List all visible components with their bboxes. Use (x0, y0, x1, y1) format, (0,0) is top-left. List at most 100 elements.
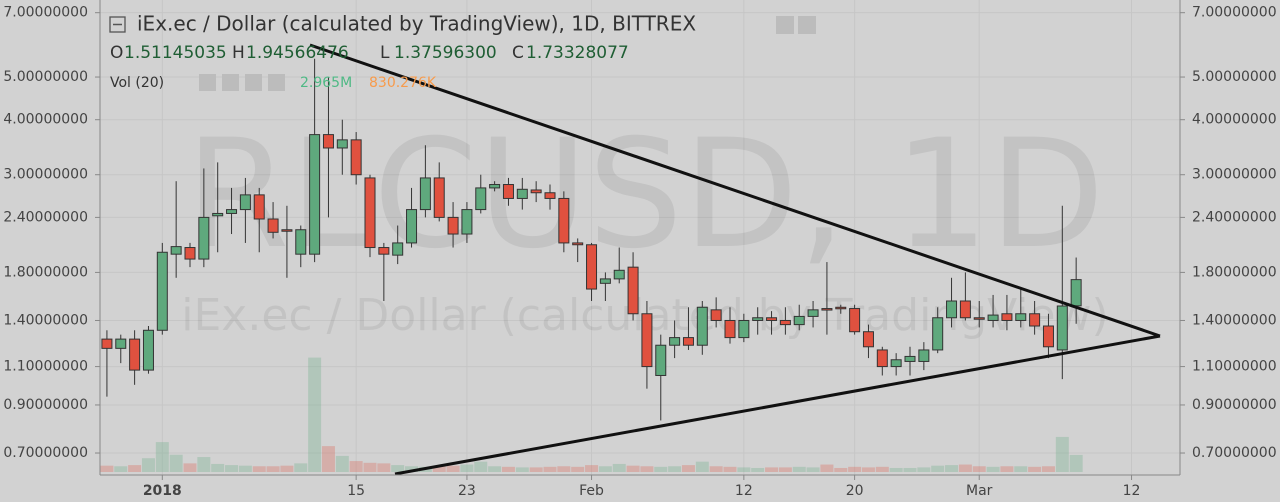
candle-body (212, 212, 224, 217)
candle-body (862, 331, 874, 348)
candle-body (918, 349, 930, 362)
ohlc-value: 1.51145035 (124, 43, 227, 63)
volume-bar (848, 466, 862, 472)
volume-bar (211, 463, 225, 472)
candle-body (1042, 325, 1054, 348)
y2-tick-label: 1.40000000 (1192, 312, 1277, 328)
collapse-icon[interactable] (109, 16, 126, 33)
volume-bar (861, 467, 875, 472)
ohlc-key: L (380, 43, 390, 63)
volume-bar (640, 466, 654, 472)
volume-bar (308, 357, 322, 472)
volume-bar (598, 466, 612, 472)
x-tick-label: Mar (966, 483, 993, 499)
candle-body (170, 246, 182, 255)
y2-tick-label: 4.00000000 (1192, 112, 1277, 128)
volume-bar (155, 442, 169, 472)
ohlc-key: O (110, 43, 123, 63)
volume-bar (1041, 466, 1055, 472)
candle-body (184, 247, 196, 260)
visibility-icon[interactable] (776, 16, 794, 34)
candle-body (198, 216, 210, 260)
candle-body (946, 300, 958, 319)
volume-bar (128, 465, 142, 472)
candle-body (682, 337, 694, 346)
volume-bar (488, 466, 502, 472)
y-tick-label: 1.80000000 (3, 264, 88, 280)
candle-body (876, 349, 888, 368)
candle-body (309, 134, 321, 255)
volume-bar (225, 465, 239, 472)
candle-body (724, 319, 736, 339)
x-tick-label: 12 (735, 483, 753, 499)
ohlc-value: 1.73328077 (526, 43, 629, 63)
candle-body (489, 184, 501, 189)
volume-bar (945, 465, 959, 472)
candle-body (392, 242, 404, 256)
x-tick-label: 12 (1123, 483, 1141, 499)
volume-title: Vol (20) (110, 75, 164, 91)
candle-body (461, 209, 473, 235)
volume-legend: Vol (20) 2.965M 830.276K (110, 74, 437, 91)
volume-layer (100, 357, 1083, 472)
trendlines (309, 43, 1161, 475)
candle-body (779, 319, 791, 326)
y-tick-label: 2.40000000 (3, 209, 88, 225)
volume-bar (972, 466, 986, 472)
volume-average: 830.276K (369, 75, 437, 91)
x-tick-label: 15 (347, 483, 365, 499)
candle-body (738, 319, 750, 339)
watermark: RLCUSD, 1D (185, 108, 1104, 282)
volume-bar (266, 466, 280, 472)
volume-bar (405, 466, 419, 472)
volume-bar (571, 466, 585, 472)
volume-bar (100, 465, 114, 472)
candle-body (253, 194, 265, 220)
y-tick-label: 1.10000000 (3, 359, 88, 375)
candle-body (226, 209, 238, 214)
candle-body (821, 308, 833, 311)
candle-body (516, 188, 528, 199)
candle-body (419, 177, 431, 211)
volume-bar (820, 464, 834, 472)
settings-icon[interactable] (222, 74, 239, 91)
add-icon[interactable] (245, 74, 262, 91)
volume-bar (681, 465, 695, 472)
volume-bar (557, 466, 571, 472)
volume-bar (294, 463, 308, 472)
y-tick-label: 1.40000000 (3, 312, 88, 328)
axis-labels: 7.00000000 7.00000000 5.00000000 5.00000000… (3, 5, 1276, 499)
volume-bar (792, 466, 806, 472)
volume-bar (197, 457, 211, 472)
volume-bar (501, 466, 515, 472)
y2-tick-label: 2.40000000 (1192, 209, 1277, 225)
volume-value: 2.965M (300, 75, 352, 91)
candle-body (558, 197, 570, 244)
volume-bar (903, 467, 917, 472)
candle-body (447, 216, 459, 235)
y2-tick-label: 1.80000000 (1192, 264, 1277, 280)
candle-body (752, 317, 764, 321)
volume-bar (183, 463, 197, 472)
candle-body (1029, 313, 1041, 327)
candle-body (959, 300, 971, 319)
volume-bar (834, 467, 848, 472)
volume-bar (335, 455, 349, 472)
candle-body (475, 187, 487, 211)
volume-bar (612, 463, 626, 472)
y-tick-label: 5.00000000 (3, 69, 88, 85)
volume-bar (280, 465, 294, 472)
visibility-icon[interactable] (199, 74, 216, 91)
candle-body (295, 229, 307, 255)
candle-body (1070, 279, 1082, 307)
candle-body (599, 278, 611, 284)
volume-bar (654, 466, 668, 472)
volume-bar (391, 465, 405, 472)
x-tick-label: Feb (579, 483, 604, 499)
settings-icon[interactable] (798, 16, 816, 34)
candle-body (350, 139, 362, 176)
remove-icon[interactable] (268, 74, 285, 91)
candle-body (586, 244, 598, 290)
candle-body (406, 209, 418, 244)
